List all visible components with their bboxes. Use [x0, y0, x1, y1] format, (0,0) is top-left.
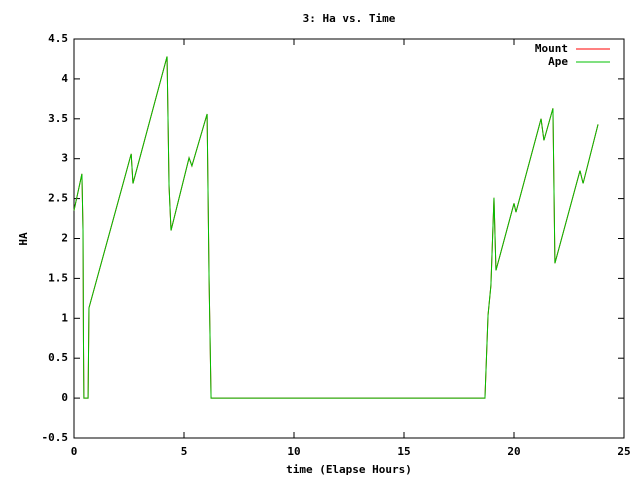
x-axis-label: time (Elapse Hours)	[286, 463, 412, 476]
x-tick-label: 10	[287, 445, 300, 458]
y-tick-label: 4.5	[48, 32, 68, 45]
x-tick-label: 25	[617, 445, 630, 458]
legend-label: Mount	[535, 42, 568, 55]
y-tick-label: 4	[61, 72, 68, 85]
x-tick-label: 15	[397, 445, 410, 458]
y-tick-label: 0	[61, 391, 68, 404]
y-tick-label: 1	[61, 311, 68, 324]
x-tick-label: 20	[507, 445, 520, 458]
y-tick-label: 3.5	[48, 112, 68, 125]
y-tick-label: 3	[61, 152, 68, 165]
x-tick-label: 0	[71, 445, 78, 458]
x-tick-label: 5	[181, 445, 188, 458]
chart-title: 3: Ha vs. Time	[303, 12, 396, 25]
y-axis-label: HA	[17, 232, 30, 246]
legend-label: Ape	[548, 55, 568, 68]
y-tick-label: 1.5	[48, 271, 68, 284]
y-tick-label: -0.5	[42, 431, 69, 444]
y-tick-label: 2	[61, 232, 68, 245]
y-tick-label: 0.5	[48, 351, 68, 364]
y-tick-label: 2.5	[48, 192, 68, 205]
data-line	[73, 56, 599, 399]
